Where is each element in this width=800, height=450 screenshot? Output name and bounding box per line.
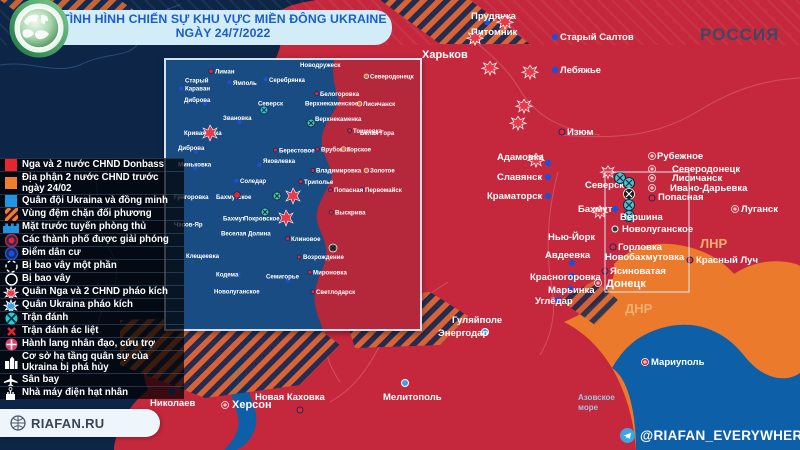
svg-text:Караван: Караван (185, 86, 210, 93)
svg-text:Первомайск: Первомайск (365, 187, 403, 194)
svg-text:Яковлевка: Яковлевка (263, 158, 296, 165)
svg-text:Ямполь: Ямполь (233, 80, 257, 87)
svg-text:Возрождение: Возрождение (303, 254, 344, 261)
svg-text:Верхнекаменское: Верхнекаменское (305, 101, 359, 108)
svg-text:Триполье: Триполье (304, 179, 334, 186)
svg-text:Белогоровка: Белогоровка (320, 91, 360, 98)
svg-text:Новолуганское: Новолуганское (214, 289, 260, 296)
svg-text:Бахмут: Бахмут (223, 215, 245, 222)
svg-text:Выскрива: Выскрива (335, 209, 366, 216)
svg-text:Звановка: Звановка (223, 115, 252, 122)
svg-text:Владимировка: Владимировка (316, 168, 362, 175)
svg-text:Кодема: Кодема (216, 272, 239, 279)
svg-text:Верхнекаменка: Верхнекаменка (315, 116, 362, 123)
svg-text:Покровское: Покровское (244, 215, 280, 222)
svg-text:Лисичанск: Лисичанск (363, 101, 396, 108)
svg-text:Диброва: Диброва (184, 97, 211, 104)
svg-text:Попасная: Попасная (334, 187, 364, 194)
svg-text:Семигорье: Семигорье (266, 273, 300, 280)
svg-text:Диброва: Диброва (178, 145, 205, 152)
svg-text:Светлодарск: Светлодарск (316, 289, 356, 296)
svg-text:Новодружеск: Новодружеск (300, 62, 341, 69)
svg-text:Старый: Старый (185, 78, 209, 85)
svg-text:Соледар: Соледар (240, 178, 266, 185)
svg-text:Берестовое: Берестовое (279, 147, 315, 154)
svg-text:Лиман: Лиман (215, 69, 235, 76)
svg-text:Кривая Лука: Кривая Лука (184, 130, 222, 137)
svg-text:Веселая Долина: Веселая Долина (221, 231, 271, 238)
svg-text:Горское: Горское (347, 146, 372, 153)
svg-text:Золотое: Золотое (370, 168, 395, 175)
svg-text:Клиновое: Клиновое (291, 236, 321, 243)
svg-text:Тошковка: Тошковка (353, 128, 383, 135)
svg-text:Мироновка: Мироновка (313, 270, 347, 277)
svg-text:Клещеевка: Клещеевка (186, 253, 220, 260)
svg-text:Северодонецк: Северодонецк (370, 74, 415, 81)
svg-text:Серебрянка: Серебрянка (269, 77, 306, 84)
